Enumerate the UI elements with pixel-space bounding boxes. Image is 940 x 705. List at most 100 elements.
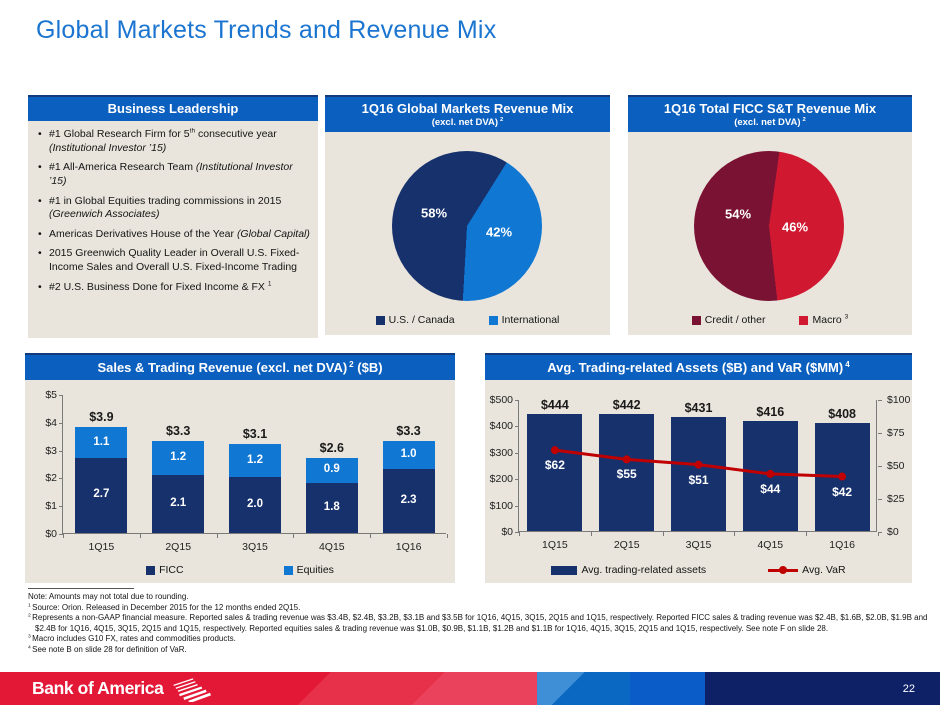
var-value-label: $51 (688, 472, 709, 487)
var-point (838, 472, 847, 481)
chart-title: 1Q16 Global Markets Revenue Mix (361, 101, 574, 116)
sales-trading-revenue-panel: Sales & Trading Revenue (excl. net DVA) 2… (25, 353, 455, 583)
business-leadership-title: Business Leadership (107, 101, 239, 116)
footer-blue-band-1 (537, 672, 630, 705)
pie-slice-label: 42% (485, 224, 513, 240)
var-line (550, 446, 847, 481)
x-tick-mark (734, 532, 736, 536)
y-tick-label-right: $25 (887, 493, 905, 505)
bar-total-label: $3.3 (166, 424, 191, 439)
legend-item: FICC (146, 564, 184, 576)
bar-total-label: $3.3 (396, 424, 421, 439)
chart-title: 1Q16 Total FICC S&T Revenue Mix (663, 101, 877, 116)
bar-total-label: $416 (756, 405, 785, 420)
x-category-label: 2Q15 (613, 539, 640, 551)
bar-segment-ficc (382, 469, 435, 533)
y-tick-label: $4 (45, 416, 57, 429)
legend-item: Avg. VaR (768, 564, 846, 576)
x-tick-mark (370, 534, 372, 538)
legend-item: Credit / other (691, 314, 765, 326)
bar-segment-ficc (152, 474, 205, 533)
y-tick-mark-right (878, 532, 882, 533)
global-markets-mix-header: 1Q16 Global Markets Revenue Mix (excl. n… (325, 95, 610, 132)
footer-red-band (0, 672, 537, 705)
x-tick-mark (806, 532, 808, 536)
footnote-note: Note: Amounts may not total due to round… (28, 592, 189, 601)
y-tick-label-right: $100 (887, 394, 911, 406)
page-number: 22 (902, 682, 915, 695)
pie-slice-label: 58% (420, 205, 448, 221)
bar-value-label: 2.3 (400, 494, 417, 507)
legend-swatch (691, 315, 701, 325)
pie-legend: U.S. / Canada International (325, 314, 610, 326)
bar-value-label: 0.9 (323, 463, 340, 476)
footer: Bank of America 22 (0, 672, 940, 705)
var-value-label: $62 (544, 458, 565, 473)
legend-line-swatch (768, 565, 799, 574)
bullet-item: #2 U.S. Business Done for Fixed Income &… (36, 281, 310, 295)
page-title: Global Markets Trends and Revenue Mix (36, 16, 497, 44)
y-tick-label: $0 (45, 528, 57, 540)
bar-value-label: 2.7 (93, 488, 110, 501)
pie-slice-label: 54% (724, 206, 752, 222)
legend-swatch (799, 315, 809, 325)
var-point (622, 455, 631, 464)
bullet-item: #1 Global Research Firm for 5th consecut… (36, 128, 310, 155)
business-leadership-list: #1 Global Research Firm for 5th consecut… (36, 128, 310, 294)
bar-chart-legend: FICC Equities (25, 564, 455, 576)
bullet-item: 2015 Greenwich Quality Leader in Overall… (36, 247, 310, 274)
y-tick-label-right: $75 (887, 427, 905, 439)
bar-value-label: 1.0 (400, 448, 417, 461)
bank-of-america-wordmark: Bank of America (32, 678, 164, 698)
x-tick-mark (590, 532, 592, 536)
bar-assets (599, 414, 655, 531)
bar-total-label: $3.1 (242, 427, 268, 442)
bullet-item: #1 in Global Equities trading commission… (36, 195, 310, 222)
x-category-label: 2Q15 (165, 541, 192, 553)
y-tick-mark-left (515, 479, 519, 481)
assets-var-chart: $500 $400 $300 $200 $100 $0 $100 $75 $50 $25 $0 $44… (490, 394, 911, 551)
ficc-pie-chart: 54% 46% (694, 151, 844, 301)
y-tick-label: $5 (45, 389, 57, 401)
y-tick-mark-left (515, 452, 519, 454)
footer-blue-band-2 (630, 672, 705, 705)
y-tick-label-left: $500 (489, 394, 513, 406)
x-tick-mark (519, 532, 520, 536)
bullet-item: Americas Derivatives House of the Year (… (36, 228, 310, 242)
y-tick-label-left: $100 (489, 499, 513, 512)
var-point (766, 469, 775, 478)
business-leadership-panel: Business Leadership #1 Global Research F… (28, 95, 318, 338)
bar-value-label: 1.2 (247, 453, 263, 466)
var-point (694, 460, 703, 469)
bar-segment-ficc (305, 482, 358, 533)
x-tick-mark (447, 534, 448, 538)
y-tick-mark-right (878, 499, 882, 500)
y-tick-label-left: $300 (489, 446, 513, 459)
bank-of-america-logo: Bank of America (32, 676, 213, 702)
legend-item: U.S. / Canada (375, 314, 455, 326)
y-tick-label-right: $50 (887, 460, 905, 472)
bar-total-label: $2.6 (319, 440, 344, 455)
legend-item: Equities (283, 564, 334, 576)
bar-segment-equities (75, 427, 128, 458)
y-tick-mark (59, 395, 63, 396)
legend-item: Avg. trading-related assets (551, 564, 706, 576)
assets-var-header: Avg. Trading-related Assets ($B) and VaR… (485, 353, 912, 380)
legend-swatch (551, 565, 578, 575)
chart-subtitle: (excl. net DVA) 2 (431, 116, 504, 128)
x-category-label: 1Q15 (88, 541, 115, 553)
legend-item: Macro 3 (799, 314, 848, 326)
bar-total-label: $408 (828, 407, 856, 422)
x-tick-mark (63, 534, 64, 538)
bar-value-label: 1.2 (170, 450, 187, 463)
ficc-mix-header: 1Q16 Total FICC S&T Revenue Mix (excl. n… (628, 95, 912, 132)
y-tick-label-left: $200 (489, 473, 513, 486)
y-tick-mark (59, 422, 63, 424)
bar-total-label: $444 (540, 397, 569, 412)
y-tick-mark (59, 506, 63, 508)
bar-segment-equities (382, 441, 435, 470)
x-category-label: 4Q15 (318, 541, 345, 553)
y-tick-label: $2 (45, 472, 57, 485)
y-tick-label: $1 (45, 500, 57, 513)
